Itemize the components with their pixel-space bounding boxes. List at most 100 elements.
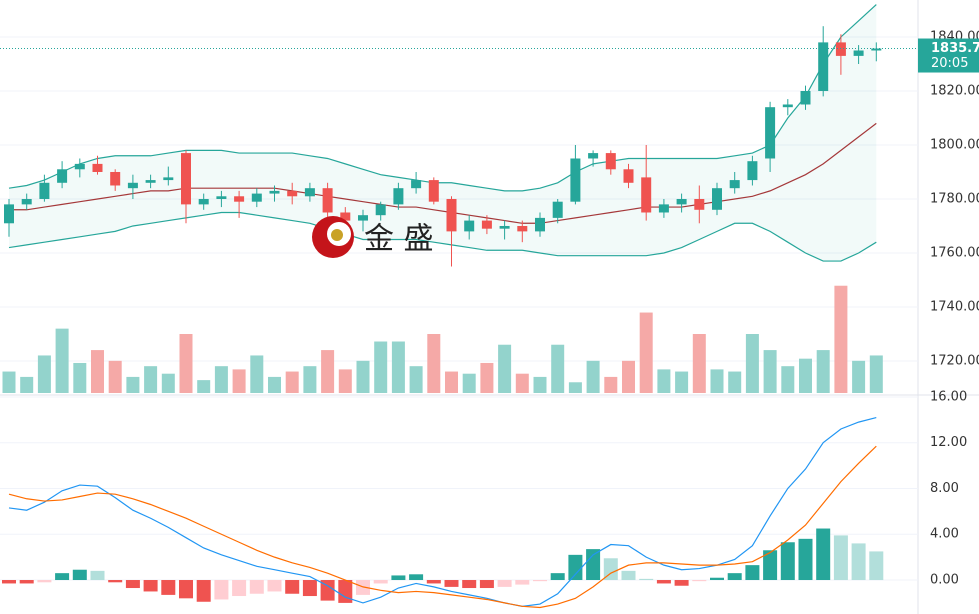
candle-body xyxy=(428,180,439,202)
volume-bar xyxy=(692,334,706,393)
macd-hist-bar xyxy=(19,580,34,584)
volume-bar xyxy=(869,355,883,393)
volume-bar xyxy=(728,371,742,393)
y-tick-label: 1800.00 xyxy=(930,137,979,152)
macd-hist-bar xyxy=(55,573,70,581)
candle-body xyxy=(216,196,227,199)
candle-body xyxy=(269,190,280,194)
candle-body xyxy=(145,180,156,183)
volume-bar xyxy=(657,369,671,393)
macd-hist-bar xyxy=(72,569,87,581)
band-middle xyxy=(9,122,877,224)
volume-bar xyxy=(834,285,848,393)
macd-hist-bar xyxy=(621,570,636,581)
candle-body xyxy=(818,42,829,91)
candle-body xyxy=(499,225,510,229)
volume-bar xyxy=(73,362,87,393)
y-tick-label: 1760.00 xyxy=(930,245,979,260)
macd-hist-bar xyxy=(586,549,601,581)
candle-body xyxy=(375,204,386,216)
volume-bar xyxy=(409,366,423,393)
volume-bar xyxy=(321,350,335,393)
macd-hist-bar xyxy=(161,580,176,595)
candle-body xyxy=(92,163,103,172)
logo-gold xyxy=(331,229,343,241)
volume-bar xyxy=(91,350,104,393)
volume-bar xyxy=(391,341,405,393)
volume-bar xyxy=(250,355,264,393)
macd-hist-bar xyxy=(710,577,724,581)
macd-hist-bar xyxy=(320,580,335,601)
candle-body xyxy=(322,188,333,213)
candle-body xyxy=(729,180,740,189)
macd-hist-bar xyxy=(232,580,247,597)
macd-hist-bar xyxy=(639,578,654,581)
macd-hist-bar xyxy=(656,580,671,584)
candle-body xyxy=(623,169,634,183)
candle-body xyxy=(4,204,14,224)
volume-bar xyxy=(2,371,16,393)
candle-body xyxy=(198,198,209,205)
volume-bar xyxy=(285,371,299,393)
candle-body xyxy=(74,163,85,170)
volume-bar xyxy=(214,366,228,393)
candle-body xyxy=(110,171,121,186)
macd-hist-bar xyxy=(249,580,264,594)
candle-body xyxy=(570,158,581,202)
band-fill xyxy=(9,4,877,262)
macd-hist-bar xyxy=(37,580,52,583)
macd-hist-bar xyxy=(143,580,158,592)
y-tick-label: 1780.00 xyxy=(930,191,979,206)
volume-bar xyxy=(781,366,795,393)
macd-hist-bar xyxy=(338,580,353,603)
price-label: 1835.73 xyxy=(931,41,979,56)
candle-body xyxy=(446,198,457,232)
macd-hist-bar xyxy=(763,550,778,581)
candle-body xyxy=(481,220,492,229)
macd-hist-bar xyxy=(426,580,441,584)
volume-bar xyxy=(852,360,866,393)
volume-bar xyxy=(161,373,175,393)
countdown: 20:05 xyxy=(931,56,968,71)
y-tick-label: 1720.00 xyxy=(930,353,979,368)
volume-bar xyxy=(568,382,582,393)
y-tick-label: 1740.00 xyxy=(930,299,979,314)
macd-hist-bar xyxy=(816,528,831,581)
candle-body xyxy=(393,188,404,205)
watermark: 金 盛 xyxy=(312,216,434,258)
volume-bar xyxy=(816,350,830,393)
volume-bar xyxy=(126,376,140,393)
volume-bar xyxy=(144,366,158,393)
volume-bar xyxy=(338,369,352,393)
candle-body xyxy=(552,201,563,218)
volume-bar xyxy=(533,376,547,393)
candle-body xyxy=(57,169,68,183)
candle-body xyxy=(658,204,669,213)
macd-hist-bar xyxy=(302,580,317,597)
volume-bar xyxy=(37,355,51,393)
candle-body xyxy=(411,180,422,189)
macd-hist-bar xyxy=(727,573,742,581)
candle-body xyxy=(21,198,32,205)
logo-text: 金 盛 xyxy=(364,222,434,257)
y-tick-label: 16.00 xyxy=(930,389,967,404)
y-tick-label: 12.00 xyxy=(930,435,967,450)
candle-body xyxy=(782,104,793,108)
volume-bar xyxy=(480,362,494,393)
volume-bar xyxy=(55,328,69,393)
macd-hist-bar xyxy=(692,580,707,582)
volume-bar xyxy=(604,376,618,393)
candle-body xyxy=(39,182,50,199)
macd-hist-bar xyxy=(869,551,884,581)
volume-bar xyxy=(799,358,812,393)
macd-hist-bar xyxy=(674,580,689,586)
candle-body xyxy=(517,225,528,232)
volume-bar xyxy=(462,373,476,393)
candle-body xyxy=(251,193,262,202)
volume-bar xyxy=(745,334,759,393)
candle-body xyxy=(853,50,864,56)
macd-hist-bar xyxy=(515,580,530,585)
candle-body xyxy=(464,220,475,232)
y-tick-label: 0.00 xyxy=(930,573,959,588)
volume-bar xyxy=(197,380,211,393)
